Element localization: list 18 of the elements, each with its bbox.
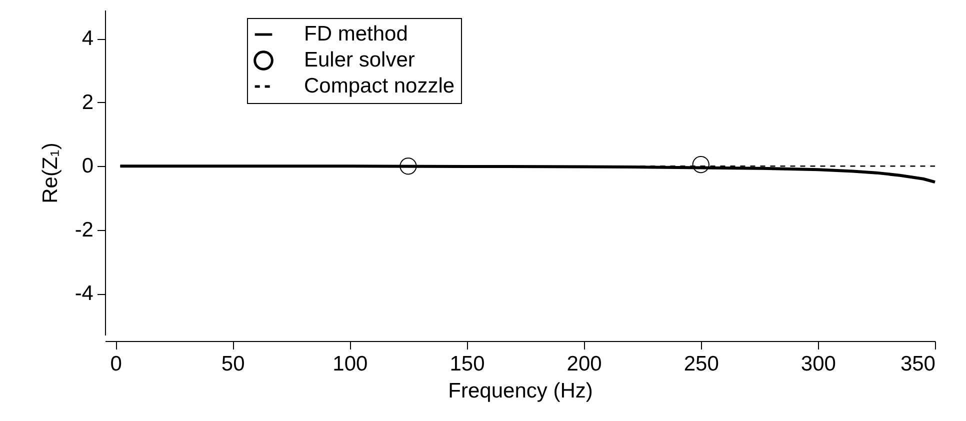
x-tick-label: 50 <box>221 352 245 376</box>
x-tick-label: 150 <box>450 352 485 376</box>
y-tick-label: -4 <box>74 282 94 306</box>
x-tick-label: 200 <box>566 352 602 376</box>
y-axis-title: Re(Z₁) <box>38 142 62 204</box>
y-tick-label: 4 <box>82 27 94 50</box>
x-tick-label: 100 <box>332 352 368 376</box>
y-tick-label: -2 <box>74 218 94 242</box>
y-tick-label: 0 <box>82 154 94 178</box>
x-tick-label: 250 <box>684 352 719 376</box>
y-tick-label: 2 <box>82 90 94 114</box>
x-tick-label: 0 <box>110 352 122 376</box>
legend-label: Euler solver <box>304 48 415 72</box>
legend-label: FD method <box>304 22 408 46</box>
legend-label: Compact nozzle <box>304 74 455 98</box>
x-tick-label: 300 <box>800 352 836 376</box>
x-tick-label: 350 <box>900 352 936 376</box>
x-axis-title: Frequency (Hz) <box>448 380 593 402</box>
